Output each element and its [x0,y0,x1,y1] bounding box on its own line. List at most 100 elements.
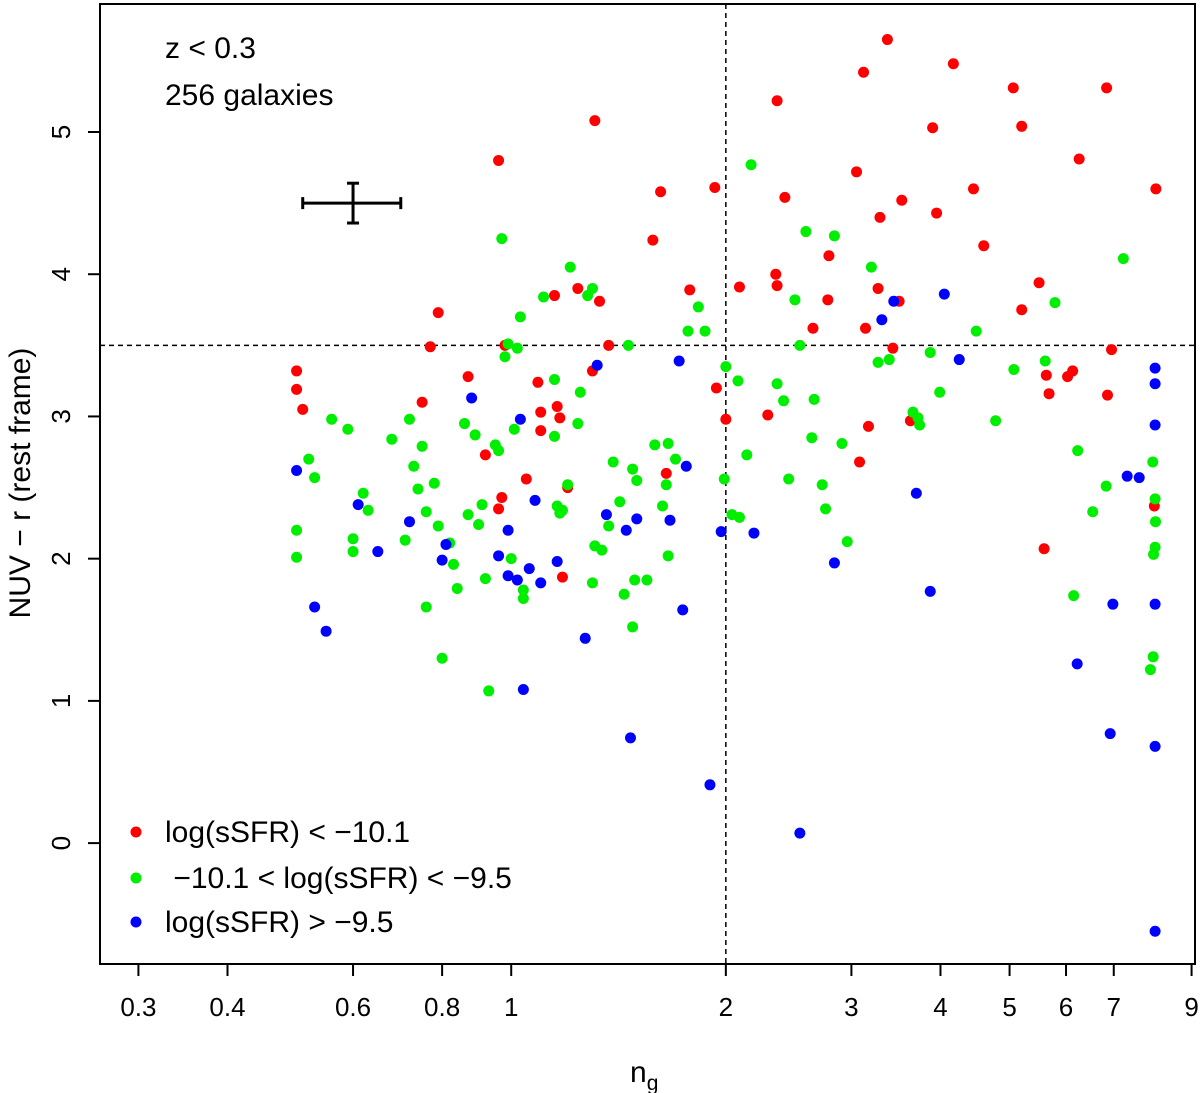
point-s0-23 [589,115,601,127]
x-tick-label-5: 5 [1002,992,1016,1022]
point-s2-32 [794,827,806,839]
point-s1-1 [291,551,303,563]
point-s2-23 [625,732,637,744]
point-s2-22 [620,524,632,536]
point-s2-37 [924,585,936,597]
x-tick-label-7: 7 [1107,992,1121,1022]
point-s1-85 [783,473,795,485]
point-s1-70 [662,437,674,449]
point-s1-40 [517,584,529,596]
x-tick-label-1: 1 [504,992,518,1022]
point-s1-32 [493,445,505,457]
point-s2-4 [372,546,384,558]
point-s0-14 [535,406,547,418]
point-s0-4 [424,341,436,353]
point-s1-27 [473,519,485,531]
point-s1-18 [428,477,440,489]
y-tick-label-3: 3 [46,409,76,423]
point-s0-33 [733,281,745,293]
point-s1-79 [732,375,744,387]
x-axis: 0.3 0.4 0.6 0.8 1 2 3 4 5 6 7 9 [120,964,1199,1022]
point-s2-1 [309,601,321,613]
y-axis-title: NUV − r (rest frame) [4,348,37,619]
legend-label-blue: log(sSFR) > −9.5 [165,906,393,939]
point-s1-26 [469,429,481,441]
point-s1-114 [1144,664,1156,676]
point-s2-3 [352,499,364,511]
point-s2-16 [529,494,541,506]
point-s0-35 [771,95,783,107]
error-bar [301,181,403,225]
point-s2-13 [514,413,526,425]
point-s1-0 [291,524,303,536]
point-s1-28 [476,499,488,511]
point-s1-118 [1149,516,1161,528]
point-s0-36 [770,268,782,280]
point-s1-4 [326,413,338,425]
point-s0-5 [432,307,444,319]
point-s1-13 [408,460,420,472]
point-s1-37 [508,423,520,435]
point-s0-19 [556,571,568,583]
point-s1-10 [386,433,398,445]
legend-marker-blue [130,916,142,928]
point-s0-58 [978,240,990,252]
point-s2-11 [502,570,514,582]
annotation-redshift: z < 0.3 [165,32,256,65]
point-s1-98 [883,354,895,366]
point-s2-49 [1149,740,1161,752]
point-s2-8 [466,392,478,404]
point-s0-12 [520,473,532,485]
point-s1-106 [1008,364,1020,376]
point-s0-64 [1040,369,1052,381]
point-s0-8 [493,154,505,166]
x-tick-label-0.6: 0.6 [335,992,371,1022]
point-s1-75 [699,325,711,337]
point-s1-119 [1149,541,1161,553]
point-s1-29 [479,573,491,585]
x-tick-label-4: 4 [933,992,947,1022]
point-s1-76 [718,473,730,485]
y-axis: 0 1 2 3 4 5 [46,125,100,850]
point-s1-51 [574,386,586,398]
point-s0-67 [1067,365,1079,377]
point-s1-47 [556,504,568,516]
x-tick-label-0.4: 0.4 [209,992,245,1022]
point-s1-108 [1049,297,1061,309]
point-s1-15 [416,440,428,452]
point-s2-20 [591,359,603,371]
point-s1-72 [670,453,682,465]
point-s1-41 [517,592,529,604]
point-s0-29 [684,284,696,296]
point-s2-47 [1149,419,1161,431]
point-s1-14 [412,483,424,495]
point-s1-97 [872,356,884,368]
point-s0-27 [655,186,667,198]
point-s2-45 [1149,362,1161,374]
legend-label-red: log(sSFR) < −10.1 [165,816,410,849]
point-s1-109 [1068,590,1080,602]
x-axis-title: ng [630,1056,658,1093]
point-s0-55 [931,207,943,219]
y-tick-label-2: 2 [46,551,76,565]
point-s1-103 [934,386,946,398]
point-s1-115 [1147,456,1159,468]
point-s1-104 [970,325,982,337]
point-s1-62 [627,621,639,633]
point-s0-48 [874,211,886,223]
point-s0-6 [462,371,474,383]
point-s0-65 [1043,388,1055,400]
point-s1-19 [432,520,444,532]
point-s2-17 [535,577,547,589]
legend: log(sSFR) < −10.1 −10.1 < log(sSFR) < −9… [130,816,512,939]
point-s1-86 [789,294,801,306]
point-s1-50 [572,418,584,430]
point-s2-48 [1149,598,1161,610]
point-s0-71 [1106,344,1118,356]
point-s0-43 [854,456,866,468]
point-s2-35 [888,295,900,307]
point-s0-47 [872,282,884,294]
point-s1-23 [451,583,463,595]
point-s0-40 [822,294,834,306]
point-s2-9 [493,550,505,562]
